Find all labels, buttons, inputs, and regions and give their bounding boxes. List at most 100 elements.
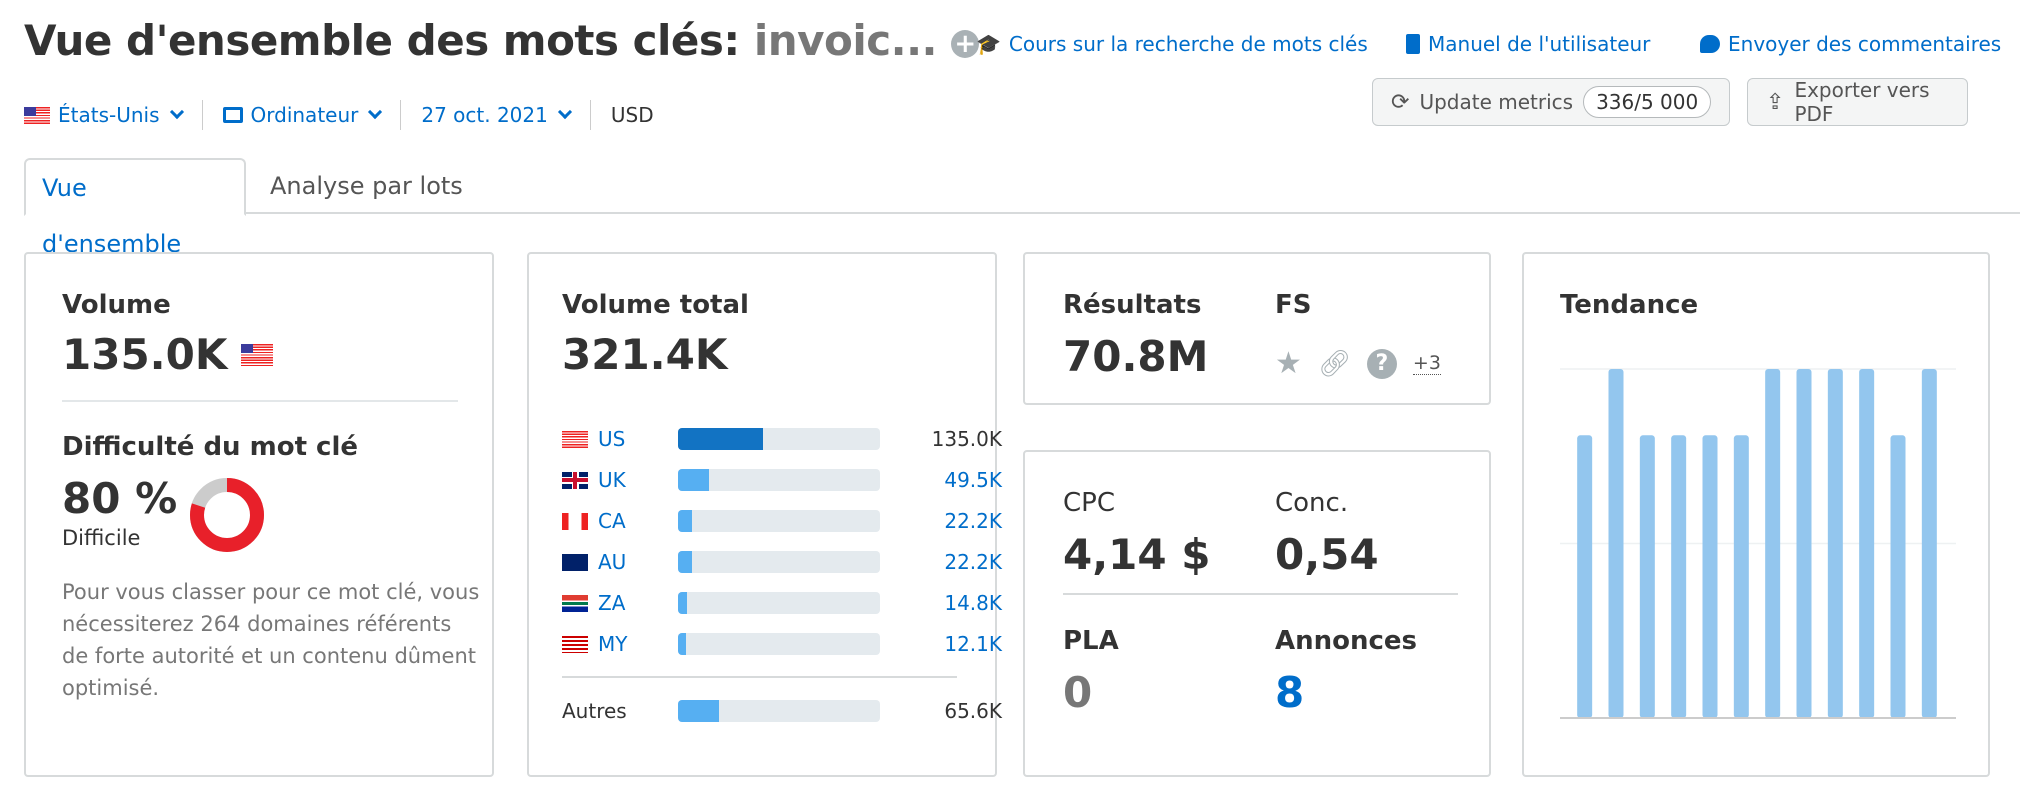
trend-bar[interactable] xyxy=(1827,369,1843,718)
trend-bar[interactable] xyxy=(1702,435,1718,718)
feedback-link[interactable]: Envoyer des commentaires xyxy=(1700,32,2001,56)
flag-icon xyxy=(562,635,588,653)
update-metrics-button[interactable]: ⟳ Update metrics 336/5 000 xyxy=(1372,78,1731,126)
trend-bar[interactable] xyxy=(1796,369,1812,718)
difficulty-label: Difficulté du mot clé xyxy=(62,432,359,462)
competition-label: Conc. xyxy=(1275,488,1349,518)
star-icon[interactable]: ★ xyxy=(1275,346,1302,381)
volume-label: Volume xyxy=(62,290,171,320)
trend-bar[interactable] xyxy=(1608,369,1624,718)
trend-bar[interactable] xyxy=(1890,435,1906,718)
country-volume[interactable]: 14.8K xyxy=(944,591,1002,615)
country-volume[interactable]: 22.2K xyxy=(944,509,1002,533)
flag-icon xyxy=(562,553,588,571)
us-flag-icon xyxy=(24,106,50,124)
pla-label: PLA xyxy=(1063,626,1119,656)
trend-bar[interactable] xyxy=(1859,369,1875,718)
country-dropdown[interactable]: États-Unis xyxy=(24,100,203,130)
results-label: Résultats xyxy=(1063,290,1202,320)
volume-bar-track xyxy=(678,551,880,573)
divider xyxy=(62,400,458,402)
link-icon[interactable]: 🔗︎ xyxy=(1317,348,1351,379)
country-row-uk: UK 49.5K xyxy=(562,467,1002,493)
total-volume-card: Volume total 321.4K US 135.0K UK 49.5K CA 22.… xyxy=(527,252,1002,777)
country-label: États-Unis xyxy=(58,103,160,127)
volume-bar-track xyxy=(678,592,880,614)
others-label: Autres xyxy=(562,699,627,723)
difficulty-level: Difficile xyxy=(62,526,141,550)
trend-bar[interactable] xyxy=(1765,369,1781,718)
ads-value[interactable]: 8 xyxy=(1275,668,1305,717)
flag-icon xyxy=(562,512,588,530)
upload-icon: ⇪ xyxy=(1766,89,1785,115)
trend-bar[interactable] xyxy=(1577,435,1593,718)
difficulty-value: 80 % xyxy=(62,474,178,523)
refresh-icon: ⟳ xyxy=(1391,89,1410,115)
volume-bar-track xyxy=(678,633,880,655)
link-label: Manuel de l'utilisateur xyxy=(1428,32,1651,56)
donut-fill xyxy=(190,478,264,552)
trend-bar[interactable] xyxy=(1671,435,1687,718)
country-code[interactable]: ZA xyxy=(598,591,626,615)
desktop-icon xyxy=(222,107,243,123)
question-icon[interactable]: ? xyxy=(1366,348,1397,379)
tab-batch-analysis[interactable]: Analyse par lots xyxy=(270,172,463,200)
volume-value: 135.0K xyxy=(62,330,228,379)
total-volume-label: Volume total xyxy=(562,290,749,320)
fs-more[interactable]: +3 xyxy=(1412,352,1441,375)
book-icon xyxy=(1406,34,1420,54)
button-label: Exporter vers PDF xyxy=(1794,78,1930,126)
link-label: Envoyer des commentaires xyxy=(1728,32,2002,56)
divider xyxy=(1063,593,1458,595)
results-value: 70.8M xyxy=(1063,332,1209,381)
tab-overview[interactable]: Vue d'ensemble xyxy=(24,158,246,258)
total-volume-value: 321.4K xyxy=(562,330,728,379)
filter-bar: États-Unis Ordinateur 27 oct. 2021 USD xyxy=(24,100,654,130)
volume-bar-track xyxy=(678,469,880,491)
country-row-ca: CA 22.2K xyxy=(562,508,1002,534)
cpc-value: 4,14 $ xyxy=(1063,530,1211,579)
volume-bar xyxy=(678,592,688,614)
country-volume[interactable]: 49.5K xyxy=(944,468,1002,492)
volume-bar xyxy=(678,551,692,573)
pla-value: 0 xyxy=(1063,668,1093,717)
cpc-card: CPC 4,14 $ Conc. 0,54 PLA 0 Annonces 8 xyxy=(1023,450,1491,777)
trend-bar[interactable] xyxy=(1733,435,1749,718)
volume-bar xyxy=(678,510,692,532)
country-code[interactable]: UK xyxy=(598,468,626,492)
volume-bar xyxy=(678,633,686,655)
trend-bar[interactable] xyxy=(1921,369,1937,718)
country-volume[interactable]: 12.1K xyxy=(944,632,1002,656)
country-row-others: Autres 65.6K xyxy=(562,698,1002,724)
others-volume: 65.6K xyxy=(944,699,1002,723)
volume-bar-track xyxy=(678,428,880,450)
country-code[interactable]: CA xyxy=(598,509,626,533)
volume-bar xyxy=(678,469,710,491)
difficulty-donut xyxy=(190,478,264,552)
divider xyxy=(562,676,957,678)
country-code[interactable]: AU xyxy=(598,550,627,574)
volume-bar xyxy=(678,700,720,722)
plus-circle-icon[interactable]: + xyxy=(951,29,980,58)
trend-bar[interactable] xyxy=(1639,435,1655,718)
course-link[interactable]: 🎓 Cours sur la recherche de mots clés xyxy=(976,32,1368,56)
country-code[interactable]: US xyxy=(598,427,626,451)
device-dropdown[interactable]: Ordinateur xyxy=(222,100,402,130)
graduation-cap-icon: 🎓 xyxy=(976,32,1001,56)
link-label: Cours sur la recherche de mots clés xyxy=(1008,32,1368,56)
title-prefix: Vue d'ensemble des mots clés: xyxy=(24,16,740,65)
us-flag-icon xyxy=(241,343,274,366)
date-dropdown[interactable]: 27 oct. 2021 xyxy=(421,100,591,130)
trend-title: Tendance xyxy=(1560,290,1699,320)
flag-icon xyxy=(562,594,588,612)
tab-bar: Vue d'ensemble Analyse par lots xyxy=(24,158,2020,258)
results-card: Résultats 70.8M FS ★ 🔗︎ ? +3 xyxy=(1023,252,1491,405)
country-volume[interactable]: 22.2K xyxy=(944,550,1002,574)
trend-chart xyxy=(1560,368,1956,719)
export-pdf-button[interactable]: ⇪ Exporter vers PDF xyxy=(1747,78,1968,126)
country-code[interactable]: MY xyxy=(598,632,628,656)
country-volume: 135.0K xyxy=(931,427,1002,451)
manual-link[interactable]: Manuel de l'utilisateur xyxy=(1406,32,1650,56)
chevron-down-icon xyxy=(557,104,572,120)
page-title: Vue d'ensemble des mots clés: invoic... + xyxy=(24,16,980,65)
